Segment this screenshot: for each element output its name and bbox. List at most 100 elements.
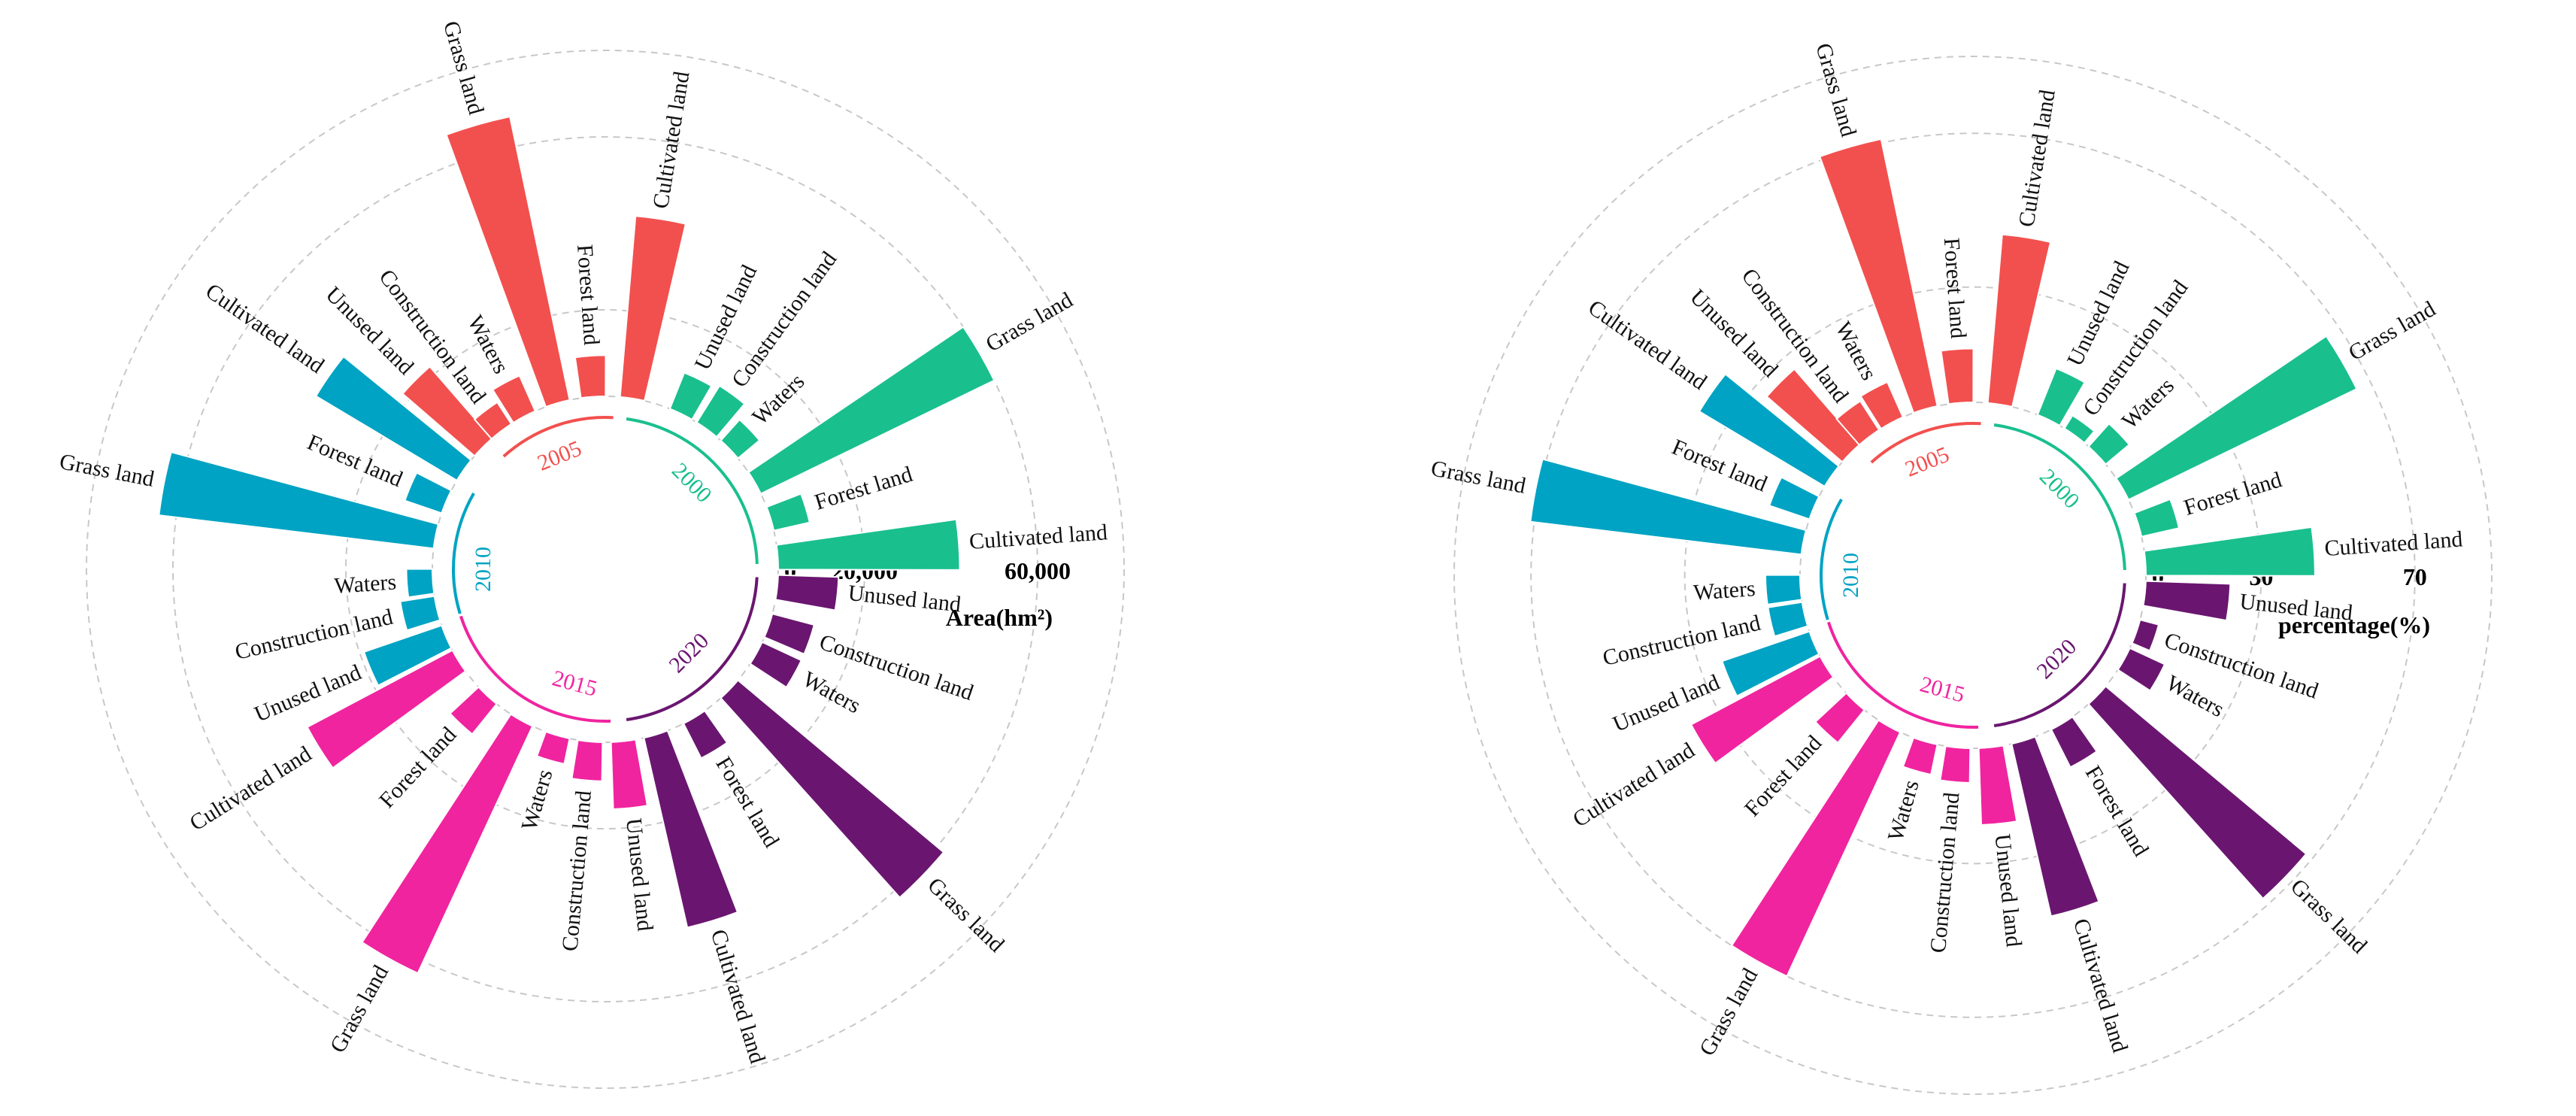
- bar-2010-construction-land: [1767, 601, 1809, 638]
- bar-2015-waters: [535, 730, 571, 766]
- category-label: Grass land: [2286, 874, 2372, 958]
- year-label: 2000: [2035, 464, 2084, 514]
- axis-title: percentage(%): [2278, 611, 2430, 638]
- category-label: Cultivated land: [201, 278, 329, 378]
- category-label: Forest land: [2080, 761, 2153, 860]
- year-arc: [1993, 583, 2126, 728]
- bar-2005-forest-land: [574, 354, 607, 399]
- year-label: 2010: [471, 547, 496, 592]
- category-label: Waters: [333, 569, 397, 599]
- category-label: Grass land: [1811, 41, 1861, 140]
- category-label: Grass land: [2344, 296, 2440, 365]
- category-label: Grass land: [1695, 964, 1763, 1060]
- category-label: Unused land: [847, 581, 962, 617]
- bar-2020-construction-land: [763, 612, 816, 656]
- year-arc: [1820, 499, 1843, 620]
- axis-title: Area(hm²): [946, 604, 1053, 631]
- bar-2000-forest-land: [765, 493, 811, 532]
- year-label: 2020: [664, 628, 714, 678]
- bar-2015-construction-land: [571, 738, 604, 782]
- bar-2015-cultivated-land: [306, 649, 467, 769]
- bar-2015-forest-land: [449, 686, 498, 735]
- bar-2000-construction-land: [2063, 414, 2096, 444]
- bar-2015-grass-land: [1730, 719, 1902, 978]
- category-label: Unused land: [621, 817, 658, 932]
- bar-2015-unused-land: [610, 738, 649, 810]
- year-arc: [452, 493, 475, 614]
- bar-2015-grass-land: [361, 713, 534, 975]
- bar-2000-grass-land: [747, 326, 996, 495]
- bar-2020-cultivated-land: [643, 729, 739, 929]
- bar-2015-cultivated-land: [1690, 655, 1835, 765]
- year-label: 2015: [1917, 672, 1967, 707]
- category-label: Forest land: [572, 244, 604, 346]
- bar-2000-cultivated-land: [775, 518, 961, 571]
- tick-label: 70: [2403, 563, 2427, 590]
- category-label: Cultivated land: [2323, 526, 2463, 561]
- bar-2000-grass-land: [2115, 335, 2358, 501]
- grid-ring: [1530, 132, 2416, 1018]
- bar-2015-waters: [1902, 736, 1938, 776]
- category-label: Grass land: [57, 449, 156, 492]
- bar-2005-cultivated-land: [619, 215, 687, 402]
- year-label: 2010: [1838, 553, 1863, 598]
- category-label: Waters: [799, 666, 865, 718]
- bar-2015-unused-land: [1977, 745, 2018, 826]
- bar-2010-waters: [405, 568, 435, 599]
- year-arc: [626, 417, 759, 565]
- bar-2000-cultivated-land: [2143, 526, 2316, 577]
- bar-2005-cultivated-land: [1987, 233, 2052, 408]
- bar-2020-waters: [749, 641, 803, 689]
- bar-2020-waters: [2117, 647, 2166, 692]
- year-arc: [1870, 422, 1981, 464]
- category-label: Cultivated land: [2068, 916, 2132, 1056]
- category-label: Forest land: [2181, 467, 2285, 520]
- bar-2020-grass-land: [2087, 685, 2308, 900]
- bar-2000-construction-land: [696, 384, 746, 438]
- outer-grid-ring: [1453, 56, 2493, 1095]
- year-label: 2005: [534, 436, 585, 476]
- bar-2005-waters: [491, 375, 537, 424]
- bar-2000-unused-land: [2036, 367, 2087, 427]
- bar-2000-waters: [720, 418, 761, 459]
- bar-2020-cultivated-land: [2011, 735, 2100, 917]
- bar-2000-forest-land: [2133, 498, 2181, 538]
- bar-2010-cultivated-land: [314, 355, 472, 482]
- category-label: Waters: [1883, 778, 1923, 844]
- bar-2005-unused-land: [1765, 368, 1861, 463]
- bar-2005-construction-land: [473, 401, 513, 441]
- year-label: 2020: [2032, 634, 2081, 684]
- category-label: Waters: [2162, 670, 2228, 722]
- bar-2010-unused-land: [362, 624, 453, 687]
- bar-2020-forest-land: [682, 709, 729, 760]
- year-arc: [1993, 423, 2126, 571]
- category-label: Forest land: [1740, 731, 1827, 822]
- bar-2010-construction-land: [399, 595, 441, 632]
- year-label: 2015: [550, 666, 599, 701]
- category-label: Grass land: [982, 287, 1077, 356]
- bar-2010-cultivated-land: [1698, 373, 1840, 488]
- bar-2005-construction-land: [1835, 399, 1880, 447]
- category-label: Forest land: [1939, 237, 1971, 339]
- bar-2000-waters: [2087, 422, 2131, 466]
- outer-grid-ring: [86, 50, 1125, 1089]
- bar-2010-waters: [1764, 574, 1803, 606]
- bar-2005-grass-land: [1818, 138, 1938, 414]
- bar-2020-unused-land: [2142, 580, 2232, 622]
- bar-2010-grass-land: [1529, 458, 1808, 556]
- year-arc: [459, 615, 611, 723]
- bar-2015-construction-land: [1939, 745, 1971, 784]
- year-arc: [1826, 621, 1979, 729]
- bar-2005-unused-land: [402, 365, 493, 457]
- year-arc: [502, 416, 614, 458]
- bar-2020-construction-land: [2131, 618, 2160, 652]
- category-label: Cultivated land: [1568, 738, 1699, 832]
- category-label: Forest land: [811, 462, 915, 515]
- bar-2010-unused-land: [1721, 630, 1820, 698]
